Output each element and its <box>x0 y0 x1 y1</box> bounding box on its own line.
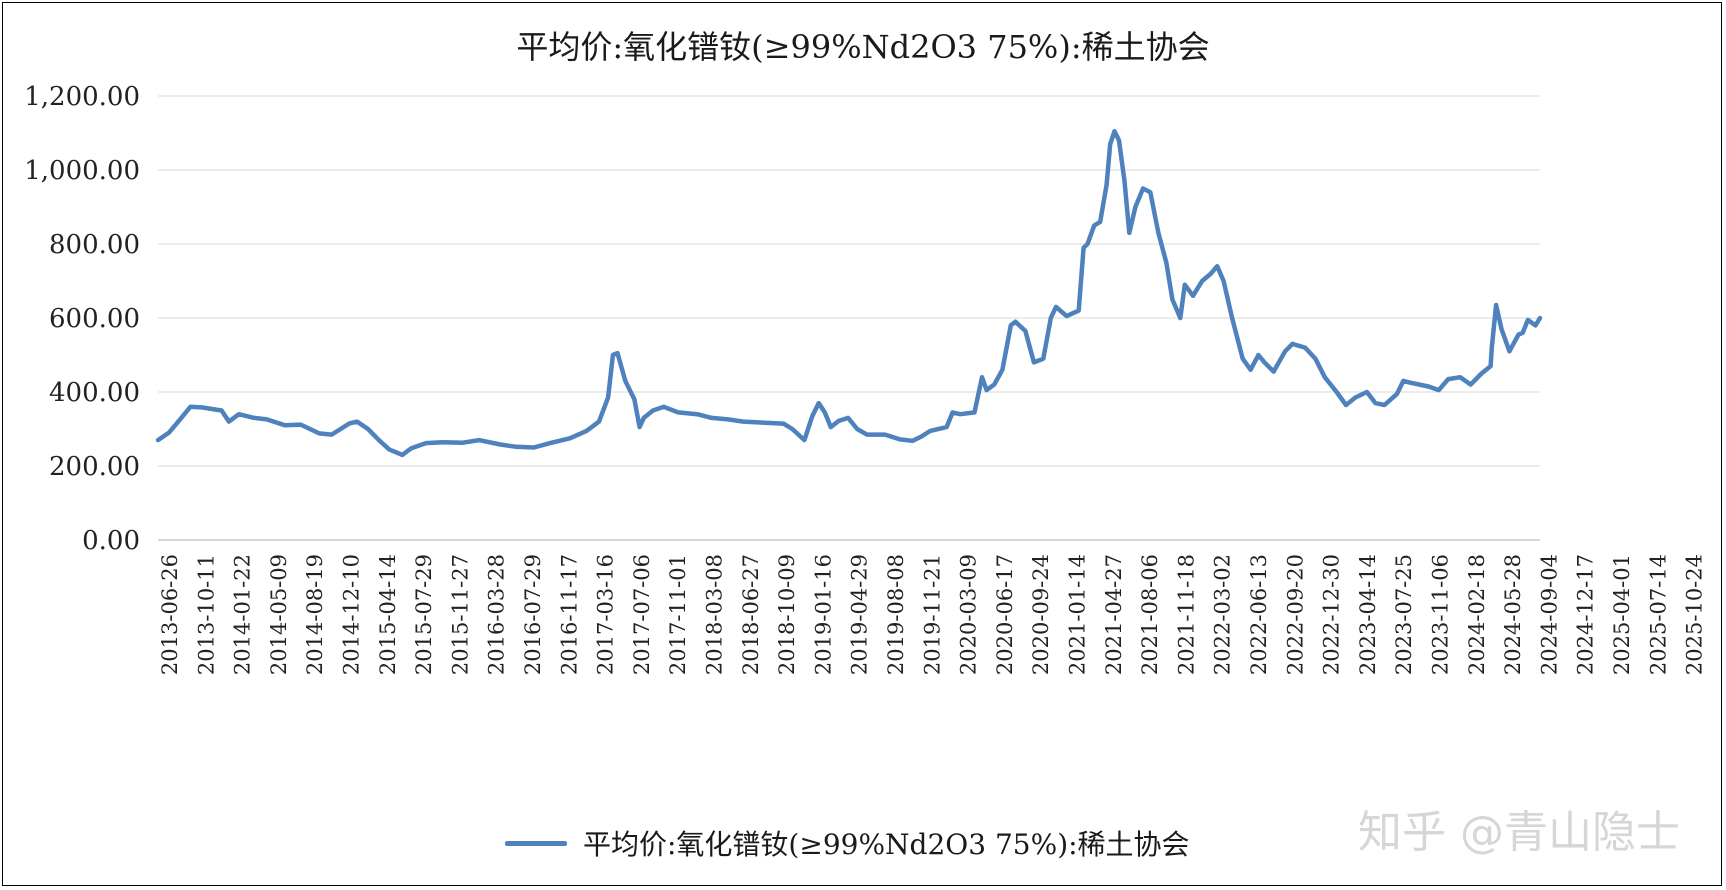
series-line <box>155 128 1543 458</box>
legend-swatch <box>505 840 567 846</box>
legend-label: 平均价:氧化镨钕(≥99%Nd2O3 75%):稀土协会 <box>583 828 1190 861</box>
x-tick-label: 2015-04-14 <box>376 554 400 675</box>
x-tick-label: 2021-01-14 <box>1066 554 1090 675</box>
x-tick-label: 2023-11-06 <box>1429 554 1453 675</box>
x-tick-label: 2021-08-06 <box>1138 554 1162 675</box>
x-tick-label: 2013-06-26 <box>158 554 182 675</box>
x-axis-tick-labels: 2013-06-26 2013-10-11 2014-01-22 2014-05-09… <box>158 554 1707 675</box>
x-tick-label: 2014-12-10 <box>340 554 364 675</box>
x-tick-label: 2014-01-22 <box>231 554 255 675</box>
x-tick-label: 2024-09-04 <box>1537 554 1561 675</box>
x-tick-label: 2016-11-17 <box>557 554 581 675</box>
x-tick-label: 2016-03-28 <box>485 554 509 675</box>
x-tick-label: 2016-07-29 <box>521 554 545 675</box>
x-tick-label: 2021-04-27 <box>1102 554 1126 675</box>
x-tick-label: 2015-11-27 <box>448 554 472 675</box>
x-tick-label: 2015-07-29 <box>412 554 436 675</box>
x-tick-label: 2017-11-01 <box>666 554 690 675</box>
x-tick-label: 2014-08-19 <box>303 554 327 675</box>
legend: 平均价:氧化镨钕(≥99%Nd2O3 75%):稀土协会 <box>505 826 1190 861</box>
x-tick-label: 2025-10-24 <box>1683 554 1707 675</box>
y-tick-label: 1,000.00 <box>24 156 140 186</box>
y-tick-label: 0.00 <box>82 526 140 556</box>
y-tick-label: 600.00 <box>49 304 140 334</box>
x-tick-label: 2024-02-18 <box>1465 554 1489 675</box>
x-tick-label: 2014-05-09 <box>267 554 291 675</box>
x-tick-label: 2024-05-28 <box>1501 554 1525 675</box>
y-tick-label: 800.00 <box>49 230 140 260</box>
x-tick-label: 2019-01-16 <box>811 554 835 675</box>
x-tick-label: 2017-07-06 <box>630 554 654 675</box>
x-tick-label: 2018-10-09 <box>775 554 799 675</box>
x-tick-label: 2025-07-14 <box>1646 554 1670 675</box>
x-tick-label: 2023-07-25 <box>1392 554 1416 675</box>
x-tick-label: 2022-09-20 <box>1283 554 1307 675</box>
watermark: 知乎 @青山隐士 <box>1358 807 1680 858</box>
x-tick-label: 2020-09-24 <box>1029 554 1053 675</box>
chart-title: 平均价:氧化镨钕(≥99%Nd2O3 75%):稀土协会 <box>516 28 1210 66</box>
y-tick-label: 400.00 <box>49 378 140 408</box>
x-tick-label: 2025-04-01 <box>1610 554 1634 675</box>
x-tick-label: 2022-12-30 <box>1320 554 1344 675</box>
x-tick-label: 2020-06-17 <box>993 554 1017 675</box>
x-tick-label: 2021-11-18 <box>1174 554 1198 675</box>
x-tick-label: 2019-11-21 <box>920 554 944 675</box>
x-tick-label: 2020-03-09 <box>957 554 981 675</box>
x-tick-label: 2022-03-02 <box>1211 554 1235 675</box>
y-axis-tick-labels: 0.00 200.00 400.00 600.00 800.00 1,000.00 1,20… <box>24 82 140 556</box>
x-tick-label: 2023-04-14 <box>1356 554 1380 675</box>
x-tick-label: 2017-03-16 <box>594 554 618 675</box>
x-tick-label: 2022-06-13 <box>1247 554 1271 675</box>
x-tick-label: 2013-10-11 <box>194 554 218 675</box>
series-layer <box>155 128 1543 458</box>
gridlines <box>158 95 1540 467</box>
x-tick-label: 2018-03-08 <box>703 554 727 675</box>
x-tick-label: 2018-06-27 <box>739 554 763 675</box>
x-tick-label: 2019-04-29 <box>848 554 872 675</box>
y-tick-label: 1,200.00 <box>24 82 140 112</box>
y-tick-label: 200.00 <box>49 452 140 482</box>
x-tick-label: 2019-08-08 <box>884 554 908 675</box>
x-tick-label: 2024-12-17 <box>1574 554 1598 675</box>
